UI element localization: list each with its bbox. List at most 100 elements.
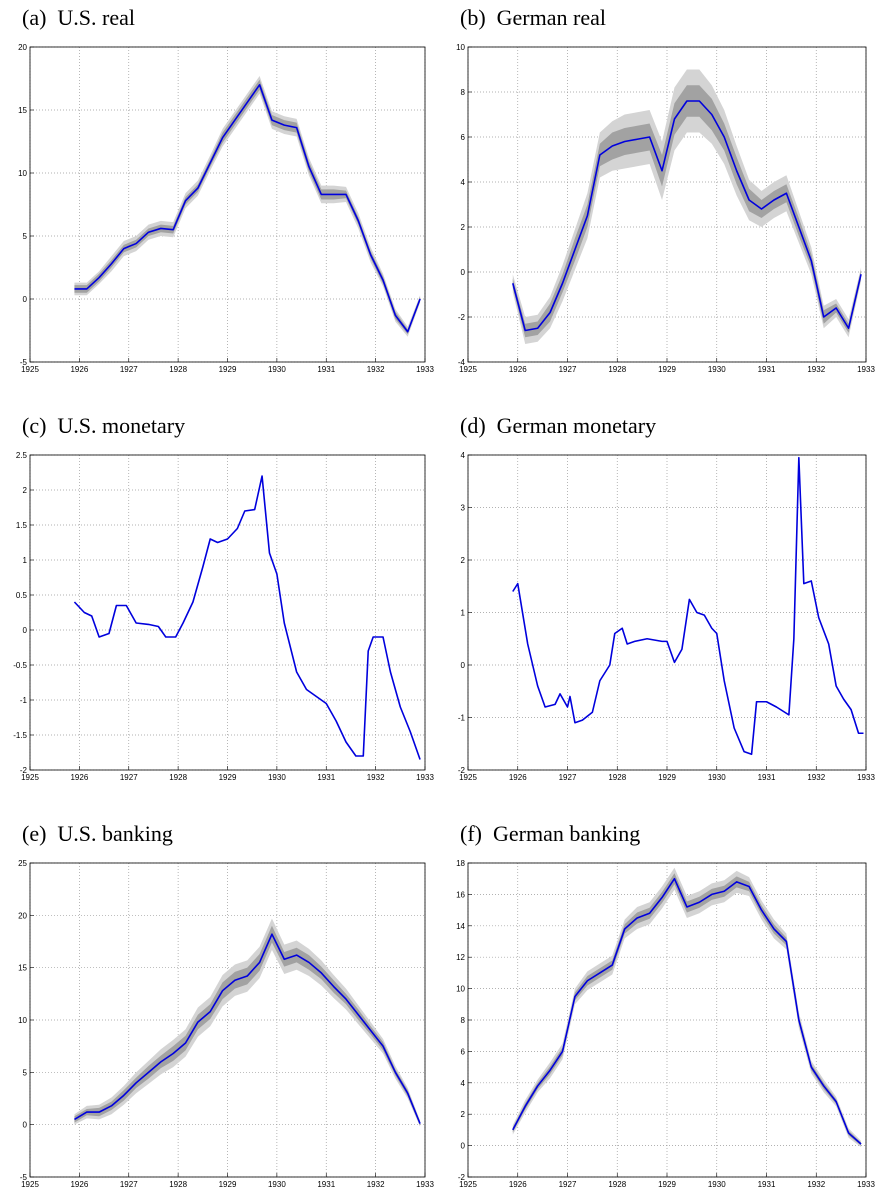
y-tick-label: 4 — [461, 178, 466, 187]
y-tick-label: -2 — [458, 313, 466, 322]
y-tick-label: 4 — [461, 1079, 466, 1088]
x-tick-label: 1927 — [120, 1180, 138, 1189]
x-tick-label: 1926 — [70, 365, 88, 374]
plot-frame — [467, 454, 867, 771]
y-tick-label: 1 — [461, 609, 466, 618]
y-tick-label: 10 — [456, 985, 465, 994]
panel-title: (a) U.S. real — [22, 5, 135, 30]
y-tick-label: 15 — [18, 106, 27, 115]
x-tick-label: 1928 — [608, 773, 626, 782]
x-tick-label: 1933 — [857, 1180, 875, 1189]
x-tick-label: 1931 — [758, 365, 776, 374]
y-tick-label: 10 — [18, 169, 27, 178]
panel: (a) U.S. real 1925 1926 1927 1928 1929 1930 193… — [18, 5, 434, 374]
x-tick-label: 1929 — [219, 1180, 237, 1189]
y-tick-label: -2 — [20, 766, 28, 775]
y-tick-label: -5 — [20, 1173, 28, 1182]
y-tick-label: -5 — [20, 358, 28, 367]
x-tick-label: 1930 — [268, 365, 286, 374]
y-tick-label: 1 — [23, 556, 28, 565]
line — [74, 84, 421, 333]
x-tick-label: 1931 — [758, 773, 776, 782]
panel-title: (f) German banking — [460, 821, 640, 846]
x-tick-label: 1925 — [459, 1180, 477, 1189]
y-tick-label: -0.5 — [13, 661, 27, 670]
y-tick-label: 2 — [461, 1110, 466, 1119]
y-tick-label: 0.5 — [16, 591, 28, 600]
plot-area — [30, 47, 425, 362]
x-tick-label: 1926 — [509, 1180, 527, 1189]
x-tick-label: 1932 — [367, 1180, 385, 1189]
x-tick-label: 1929 — [219, 365, 237, 374]
x-tick-label: 1930 — [708, 773, 726, 782]
x-tick-label: 1929 — [658, 773, 676, 782]
plot-area — [30, 455, 425, 770]
y-tick-label: 0 — [23, 1121, 28, 1130]
y-tick-label: 3 — [461, 504, 466, 513]
y-tick-label: 20 — [18, 43, 27, 52]
panel: (d) German monetary 1925 1926 1927 1928 1929 1… — [458, 413, 876, 782]
x-tick-label: 1932 — [807, 1180, 825, 1189]
x-tick-label: 1927 — [559, 773, 577, 782]
y-tick-label: 2 — [23, 486, 28, 495]
y-tick-label: 0 — [461, 661, 466, 670]
x-tick-label: 1930 — [708, 1180, 726, 1189]
plot-frame — [29, 454, 426, 771]
x-tick-label: 1932 — [367, 365, 385, 374]
x-tick-label: 1928 — [169, 365, 187, 374]
x-tick-label: 1925 — [459, 365, 477, 374]
x-tick-label: 1927 — [120, 773, 138, 782]
panel: (f) German banking 1925 1926 1927 1928 1929 19… — [456, 821, 875, 1189]
x-tick-label: 1932 — [367, 773, 385, 782]
y-tick-label: 4 — [461, 451, 466, 460]
line — [512, 877, 862, 1145]
panel-title: (b) German real — [460, 5, 606, 30]
x-tick-label: 1933 — [857, 365, 875, 374]
x-tick-label: 1930 — [268, 773, 286, 782]
band-outer — [512, 867, 862, 1148]
x-tick-label: 1925 — [21, 1180, 39, 1189]
x-tick-label: 1931 — [317, 1180, 335, 1189]
x-tick-label: 1926 — [70, 773, 88, 782]
y-tick-label: 5 — [23, 1068, 28, 1077]
x-tick-label: 1928 — [169, 773, 187, 782]
y-tick-label: 12 — [456, 953, 465, 962]
y-tick-label: 0 — [23, 626, 28, 635]
band-outer — [512, 69, 862, 344]
line — [512, 456, 864, 756]
y-tick-label: 0 — [461, 268, 466, 277]
panel: (e) U.S. banking 1925 1926 1927 1928 1929 1930… — [18, 821, 434, 1189]
x-tick-label: 1931 — [317, 365, 335, 374]
x-tick-label: 1928 — [169, 1180, 187, 1189]
y-tick-label: 15 — [18, 964, 27, 973]
y-tick-label: 8 — [461, 88, 466, 97]
y-tick-label: -2 — [458, 766, 466, 775]
line — [74, 933, 421, 1124]
panel-title: (c) U.S. monetary — [22, 413, 185, 438]
y-tick-label: -1 — [20, 696, 28, 705]
x-tick-label: 1926 — [509, 773, 527, 782]
y-tick-label: -1 — [458, 714, 466, 723]
band-inner — [512, 85, 862, 338]
y-tick-label: 20 — [18, 911, 27, 920]
y-tick-label: 14 — [456, 922, 465, 931]
y-tick-label: 6 — [461, 1047, 466, 1056]
x-tick-label: 1931 — [758, 1180, 776, 1189]
x-tick-label: 1928 — [608, 365, 626, 374]
y-tick-label: 8 — [461, 1016, 466, 1025]
x-tick-label: 1933 — [416, 1180, 434, 1189]
x-tick-label: 1927 — [559, 1180, 577, 1189]
y-tick-label: 0 — [461, 1142, 466, 1151]
x-tick-label: 1929 — [658, 1180, 676, 1189]
x-tick-label: 1930 — [708, 365, 726, 374]
plot-frame — [467, 862, 867, 1178]
x-tick-label: 1932 — [807, 773, 825, 782]
plot-frame — [29, 46, 426, 363]
x-tick-label: 1933 — [857, 773, 875, 782]
y-tick-label: 1.5 — [16, 521, 28, 530]
y-tick-label: 16 — [456, 890, 465, 899]
x-tick-label: 1929 — [219, 773, 237, 782]
panel-title: (d) German monetary — [460, 413, 656, 438]
y-tick-label: -2 — [458, 1173, 466, 1182]
